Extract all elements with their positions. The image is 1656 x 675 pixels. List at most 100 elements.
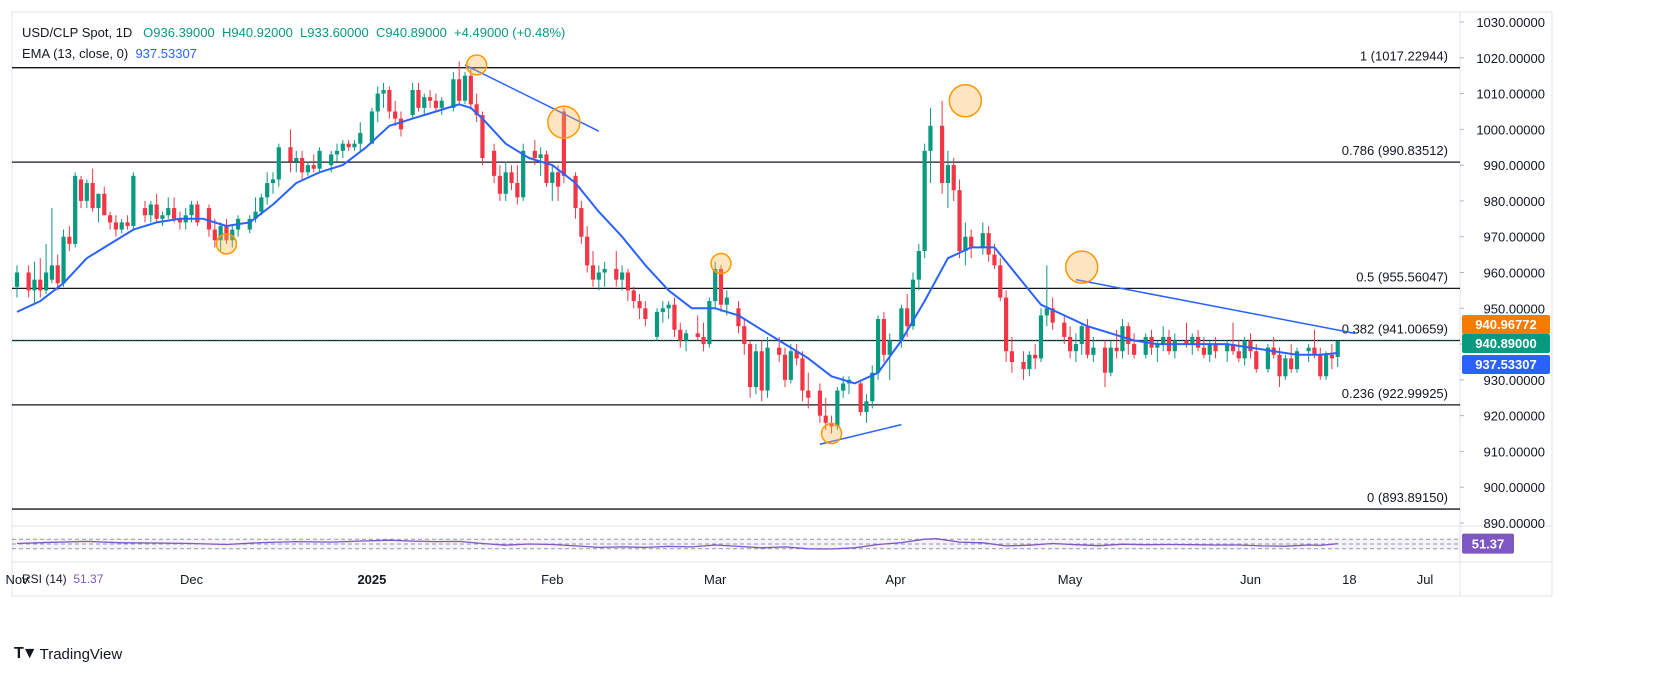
candle-body[interactable] bbox=[457, 79, 462, 101]
candle-body[interactable] bbox=[666, 304, 671, 309]
candle-body[interactable] bbox=[969, 236, 974, 248]
candle-body[interactable] bbox=[660, 308, 665, 312]
time-axis[interactable]: Nov Dec 2025 Feb Mar Apr May Jun 18 Jul bbox=[5, 572, 1433, 587]
highlight-circle[interactable] bbox=[215, 233, 238, 255]
candle-body[interactable] bbox=[1027, 354, 1032, 370]
candle-body[interactable] bbox=[1329, 354, 1335, 359]
rsi-pane[interactable]: 51.37 bbox=[12, 533, 1514, 554]
candle-body[interactable] bbox=[707, 301, 712, 345]
candle-body[interactable] bbox=[270, 179, 276, 184]
candle-body[interactable] bbox=[381, 89, 386, 94]
candle-body[interactable] bbox=[672, 304, 677, 330]
candle-body[interactable] bbox=[585, 236, 590, 266]
candle-body[interactable] bbox=[393, 111, 398, 119]
candle-body[interactable] bbox=[90, 183, 95, 209]
candle-body[interactable] bbox=[253, 211, 258, 219]
candle-body[interactable] bbox=[1294, 351, 1300, 370]
candle-body[interactable] bbox=[782, 354, 788, 380]
candle-body[interactable] bbox=[96, 193, 101, 209]
candle-body[interactable] bbox=[1242, 340, 1247, 359]
candle-body[interactable] bbox=[899, 308, 904, 341]
candlestick-series[interactable] bbox=[14, 61, 1340, 434]
candle-body[interactable] bbox=[986, 233, 991, 255]
candle-body[interactable] bbox=[1213, 344, 1218, 352]
candle-body[interactable] bbox=[125, 222, 130, 226]
candle-body[interactable] bbox=[759, 351, 764, 391]
candle-body[interactable] bbox=[538, 154, 543, 158]
candle-body[interactable] bbox=[189, 204, 194, 216]
candle-body[interactable] bbox=[1207, 344, 1212, 355]
candle-body[interactable] bbox=[491, 150, 497, 176]
candle-body[interactable] bbox=[1050, 308, 1055, 323]
candle-body[interactable] bbox=[1143, 336, 1148, 355]
candle-body[interactable] bbox=[701, 336, 706, 345]
candle-body[interactable] bbox=[631, 290, 636, 302]
candle-body[interactable] bbox=[1033, 354, 1038, 359]
candle-body[interactable] bbox=[683, 333, 689, 341]
candle-body[interactable] bbox=[980, 233, 985, 248]
candle-body[interactable] bbox=[963, 236, 968, 252]
candle-body[interactable] bbox=[1108, 347, 1113, 373]
candle-body[interactable] bbox=[503, 172, 508, 194]
candle-body[interactable] bbox=[1067, 336, 1073, 352]
candle-body[interactable] bbox=[1126, 326, 1131, 345]
candle-body[interactable] bbox=[765, 347, 770, 391]
candle-body[interactable] bbox=[334, 150, 340, 155]
candle-body[interactable] bbox=[474, 104, 479, 116]
candle-body[interactable] bbox=[619, 272, 625, 280]
candle-body[interactable] bbox=[654, 311, 660, 337]
candle-body[interactable] bbox=[1120, 326, 1125, 352]
candle-body[interactable] bbox=[427, 97, 433, 101]
candle-body[interactable] bbox=[1201, 347, 1207, 355]
ema-legend[interactable]: EMA (13, close, 0) 937.53307 bbox=[22, 46, 197, 61]
candle-body[interactable] bbox=[294, 157, 299, 162]
candle-body[interactable] bbox=[747, 344, 753, 388]
candle-body[interactable] bbox=[916, 251, 921, 280]
candle-body[interactable] bbox=[1225, 344, 1230, 352]
candle-body[interactable] bbox=[1161, 336, 1166, 345]
candle-body[interactable] bbox=[713, 268, 718, 302]
candle-body[interactable] bbox=[515, 183, 520, 198]
candle-body[interactable] bbox=[788, 351, 793, 380]
candle-body[interactable] bbox=[736, 308, 741, 327]
candle-body[interactable] bbox=[375, 93, 380, 112]
candle-body[interactable] bbox=[544, 154, 549, 184]
candle-body[interactable] bbox=[951, 165, 956, 191]
candle-body[interactable] bbox=[78, 179, 84, 201]
candle-body[interactable] bbox=[1254, 351, 1259, 370]
candle-body[interactable] bbox=[468, 75, 473, 105]
candle-body[interactable] bbox=[742, 326, 747, 345]
candle-body[interactable] bbox=[1318, 354, 1323, 377]
candle-body[interactable] bbox=[643, 308, 648, 320]
candle-body[interactable] bbox=[1265, 347, 1271, 370]
candle-body[interactable] bbox=[823, 415, 828, 423]
candle-body[interactable] bbox=[265, 183, 270, 198]
candle-body[interactable] bbox=[1277, 354, 1282, 377]
trendline[interactable] bbox=[464, 64, 600, 132]
candle-body[interactable] bbox=[602, 268, 607, 273]
candle-body[interactable] bbox=[561, 111, 567, 176]
candle-body[interactable] bbox=[329, 154, 334, 166]
candle-body[interactable] bbox=[1073, 344, 1079, 352]
candle-body[interactable] bbox=[55, 265, 60, 284]
price-axis[interactable]: 1030.00000 1020.00000 1010.00000 1000.00000… bbox=[1460, 15, 1545, 531]
candle-body[interactable] bbox=[358, 132, 363, 144]
candle-body[interactable] bbox=[998, 265, 1003, 298]
candle-body[interactable] bbox=[166, 208, 171, 216]
candle-body[interactable] bbox=[678, 329, 683, 341]
candle-body[interactable] bbox=[864, 401, 869, 413]
candle-body[interactable] bbox=[73, 175, 78, 244]
candle-body[interactable] bbox=[724, 297, 729, 305]
highlight-markers[interactable] bbox=[215, 54, 1099, 445]
candle-body[interactable] bbox=[299, 157, 305, 173]
candle-body[interactable] bbox=[1062, 322, 1067, 337]
candle-body[interactable] bbox=[1236, 351, 1241, 359]
candle-body[interactable] bbox=[905, 308, 910, 327]
candle-body[interactable] bbox=[247, 218, 252, 230]
candle-body[interactable] bbox=[14, 272, 20, 287]
highlight-circle[interactable] bbox=[465, 54, 488, 76]
candle-body[interactable] bbox=[480, 115, 485, 158]
candle-body[interactable] bbox=[154, 204, 159, 219]
candle-body[interactable] bbox=[1184, 340, 1189, 345]
